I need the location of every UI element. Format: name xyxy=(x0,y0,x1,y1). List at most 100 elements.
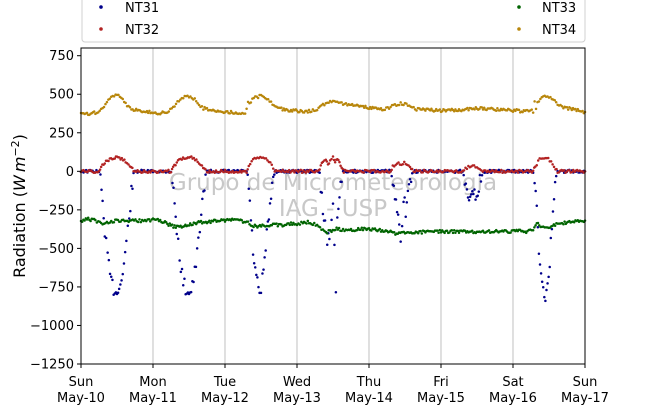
data-point xyxy=(275,222,278,225)
legend-marker-nt31 xyxy=(99,5,103,9)
data-point xyxy=(288,223,292,227)
data-point xyxy=(438,228,442,232)
x-tick-label-date: May-12 xyxy=(201,391,249,406)
x-tick-label-day: Sat xyxy=(502,375,523,390)
data-point xyxy=(397,103,401,107)
data-point xyxy=(323,219,327,222)
data-point xyxy=(327,101,330,105)
data-point xyxy=(499,168,503,172)
data-point xyxy=(341,227,345,231)
data-point xyxy=(535,163,539,167)
data-point xyxy=(339,164,342,168)
data-point xyxy=(549,160,553,163)
data-point xyxy=(379,107,383,110)
data-point xyxy=(127,217,131,220)
data-point xyxy=(121,97,125,101)
data-point xyxy=(117,287,121,291)
x-tick-label-date: May-13 xyxy=(273,391,321,406)
data-point xyxy=(132,171,135,175)
y-tick-label: 750 xyxy=(49,49,74,64)
data-point xyxy=(462,173,465,177)
data-point xyxy=(245,107,248,110)
data-point xyxy=(338,160,341,164)
data-point xyxy=(130,184,133,188)
data-point xyxy=(256,96,260,100)
data-point xyxy=(271,175,275,179)
data-point xyxy=(268,202,272,205)
data-point xyxy=(276,224,280,228)
data-point xyxy=(257,285,260,289)
data-point xyxy=(208,219,211,222)
data-point xyxy=(553,180,557,184)
data-point xyxy=(359,228,362,231)
data-point xyxy=(89,219,92,223)
data-point xyxy=(419,229,422,233)
data-point xyxy=(437,231,440,234)
data-point xyxy=(562,169,566,172)
data-point xyxy=(117,93,120,97)
data-point xyxy=(170,223,174,226)
legend-label-nt31: NT31 xyxy=(125,1,159,16)
data-point xyxy=(226,110,229,113)
data-point xyxy=(367,227,371,230)
data-point xyxy=(123,250,127,254)
data-point xyxy=(120,279,123,282)
data-point xyxy=(300,171,304,174)
data-point xyxy=(129,209,132,213)
data-point xyxy=(175,232,179,236)
data-point xyxy=(194,100,198,103)
data-point xyxy=(399,101,402,104)
data-point xyxy=(473,108,476,111)
data-point xyxy=(494,109,498,112)
data-point xyxy=(338,196,341,199)
data-point xyxy=(291,169,295,172)
data-point xyxy=(323,103,326,107)
data-point xyxy=(412,105,415,109)
data-point xyxy=(438,108,442,111)
data-point xyxy=(134,218,137,221)
data-point xyxy=(537,100,541,103)
data-point xyxy=(481,108,485,111)
data-point xyxy=(196,160,199,164)
data-point xyxy=(360,226,364,229)
data-point xyxy=(106,251,109,254)
data-point xyxy=(148,109,151,113)
data-point xyxy=(451,231,455,235)
data-point xyxy=(310,110,313,113)
data-point xyxy=(551,163,554,166)
data-point xyxy=(520,169,524,173)
data-point xyxy=(223,220,227,223)
data-point xyxy=(533,100,536,103)
data-point xyxy=(575,109,578,113)
data-point xyxy=(149,220,152,223)
data-point xyxy=(480,174,484,177)
data-point xyxy=(400,224,404,228)
data-point xyxy=(139,220,143,224)
data-point xyxy=(334,291,338,294)
data-point xyxy=(456,229,460,233)
x-axis: SunMay-10MonMay-11TueMay-12WedMay-13ThuM… xyxy=(57,364,609,406)
data-point xyxy=(289,221,293,224)
data-point xyxy=(293,171,296,174)
y-tick-label: −250 xyxy=(38,203,74,218)
y-axis: 750 500 250 0 −250 −500 −750 −1000 −1250 xyxy=(30,49,81,373)
data-point xyxy=(192,280,195,284)
data-point xyxy=(408,165,412,169)
data-point xyxy=(240,219,244,222)
data-point xyxy=(443,231,446,235)
data-point xyxy=(138,218,141,221)
data-point xyxy=(256,276,259,279)
data-point xyxy=(147,218,151,221)
data-point xyxy=(280,170,283,174)
data-point xyxy=(86,216,90,220)
data-point xyxy=(227,168,231,172)
series-nt34 xyxy=(79,93,587,117)
data-point xyxy=(466,106,469,110)
data-point xyxy=(534,107,538,111)
data-point xyxy=(180,158,184,161)
data-point xyxy=(371,171,375,175)
data-point xyxy=(247,164,251,168)
data-point xyxy=(239,169,242,172)
data-point xyxy=(311,223,315,227)
data-point xyxy=(468,195,472,199)
